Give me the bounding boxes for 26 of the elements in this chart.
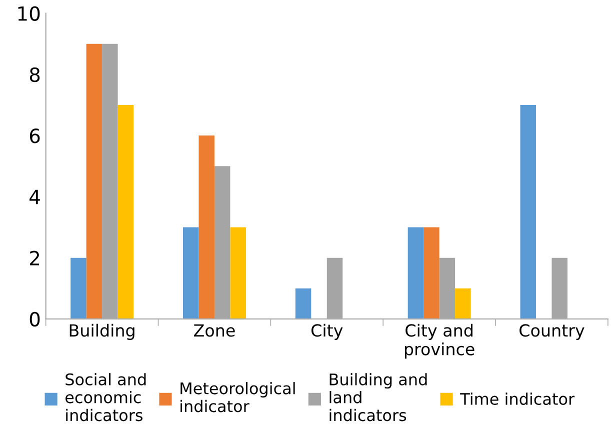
legend-label: Time indicator (460, 392, 575, 405)
bar (230, 227, 246, 319)
bar (455, 288, 471, 319)
bar (118, 104, 134, 319)
bar (70, 258, 86, 319)
bar (424, 227, 440, 319)
legend-label: Social and economic indicators (66, 373, 146, 422)
y-tick-label: 10 (18, 6, 40, 21)
x-tick-label: Country (520, 324, 584, 340)
x-tick-label: City and province (404, 324, 474, 359)
legend-label: Building and land indicators (330, 373, 427, 422)
y-tick-label: 0 (30, 312, 40, 327)
bar (198, 136, 214, 319)
x-tick-label: Building (70, 324, 134, 340)
y-tick-label: 6 (30, 128, 40, 144)
bar (86, 44, 102, 319)
bar (408, 227, 424, 319)
x-tick-label: Zone (194, 324, 235, 337)
legend-label: Meteorological indicator (180, 382, 295, 412)
y-tick-label: 8 (30, 67, 40, 82)
bar (182, 227, 199, 319)
bar (295, 288, 312, 319)
y-tick-label: 4 (30, 190, 40, 204)
y-tick-label: 2 (30, 250, 40, 266)
x-tick-label: City (311, 324, 343, 340)
bar (520, 104, 536, 319)
